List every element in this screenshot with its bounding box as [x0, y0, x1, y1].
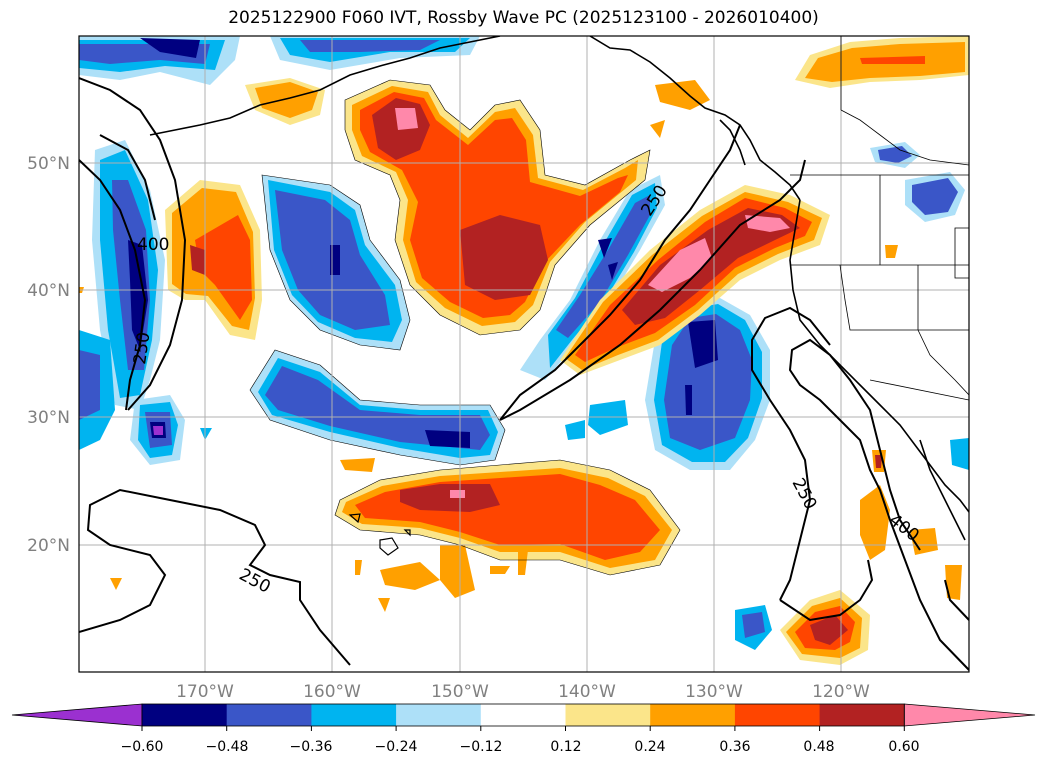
- colorbar-swatch: [819, 704, 905, 726]
- lon-label-170w: 170°W: [176, 682, 234, 702]
- lon-label-130w: 130°W: [685, 682, 743, 702]
- latitude-labels: 50°N 40°N 30°N 20°N: [27, 154, 70, 556]
- colorbar-tick-label: 0.60: [888, 739, 919, 755]
- lat-label-30n: 30°N: [27, 408, 70, 428]
- map-frame: [78, 35, 970, 673]
- lat-label-50n: 50°N: [27, 154, 70, 174]
- colorbar-swatch: [650, 704, 736, 726]
- colorbar: −0.60 −0.48 −0.36 −0.24 −0.12 0.12 0.24 …: [11, 703, 1036, 755]
- lat-label-40n: 40°N: [27, 281, 70, 301]
- ivt-contours: [79, 77, 969, 671]
- graticule: [79, 36, 969, 672]
- colorbar-tick-label: −0.36: [290, 739, 333, 755]
- hawaii-islands: [348, 513, 411, 556]
- contour-label-250-left: 250: [130, 331, 154, 366]
- map-title: 2025122900 F060 IVT, Rossby Wave PC (202…: [228, 8, 819, 28]
- colorbar-ticks: [141, 726, 905, 731]
- colorbar-swatch: [226, 704, 312, 726]
- colorbar-labels: −0.60 −0.48 −0.36 −0.24 −0.12 0.12 0.24 …: [121, 739, 920, 755]
- lon-label-160w: 160°W: [303, 682, 361, 702]
- colorbar-swatch: [142, 704, 228, 726]
- lon-label-150w: 150°W: [431, 682, 489, 702]
- longitude-labels: 170°W 160°W 150°W 140°W 130°W 120°W: [176, 682, 870, 702]
- political-borders: [790, 36, 969, 401]
- lon-label-120w: 120°W: [812, 682, 870, 702]
- colorbar-tick-label: 0.48: [803, 739, 834, 755]
- colorbar-swatch: [480, 704, 566, 726]
- contour-label-400-left: 400: [137, 235, 169, 255]
- colorbar-swatch: [396, 704, 482, 726]
- colorbar-tick-label: −0.60: [121, 739, 164, 755]
- colorbar-tick-label: 0.12: [550, 739, 581, 755]
- coastlines: [149, 36, 969, 541]
- colorbar-tick-label: 0.24: [634, 739, 665, 755]
- lon-label-140w: 140°W: [558, 682, 616, 702]
- colorbar-swatch: [311, 704, 397, 726]
- positive-anomaly-fields: [79, 36, 969, 665]
- anomaly-outlines: [249, 79, 681, 576]
- colorbar-outline: [141, 703, 905, 727]
- colorbar-swatch: [734, 704, 821, 726]
- negative-anomaly-fields: [79, 36, 969, 650]
- colorbar-tick-label: −0.48: [206, 739, 249, 755]
- map-panel: 400 250 250 250 250 400: [79, 36, 969, 672]
- colorbar-swatch: [565, 704, 651, 726]
- colorbar-swatches: [11, 703, 1036, 727]
- lat-label-20n: 20°N: [27, 536, 70, 556]
- colorbar-extend-high: [903, 703, 1036, 727]
- colorbar-tick-label: 0.36: [719, 739, 750, 755]
- colorbar-extend-low: [11, 703, 143, 727]
- colorbar-tick-label: −0.24: [375, 739, 418, 755]
- colorbar-tick-label: −0.12: [460, 739, 503, 755]
